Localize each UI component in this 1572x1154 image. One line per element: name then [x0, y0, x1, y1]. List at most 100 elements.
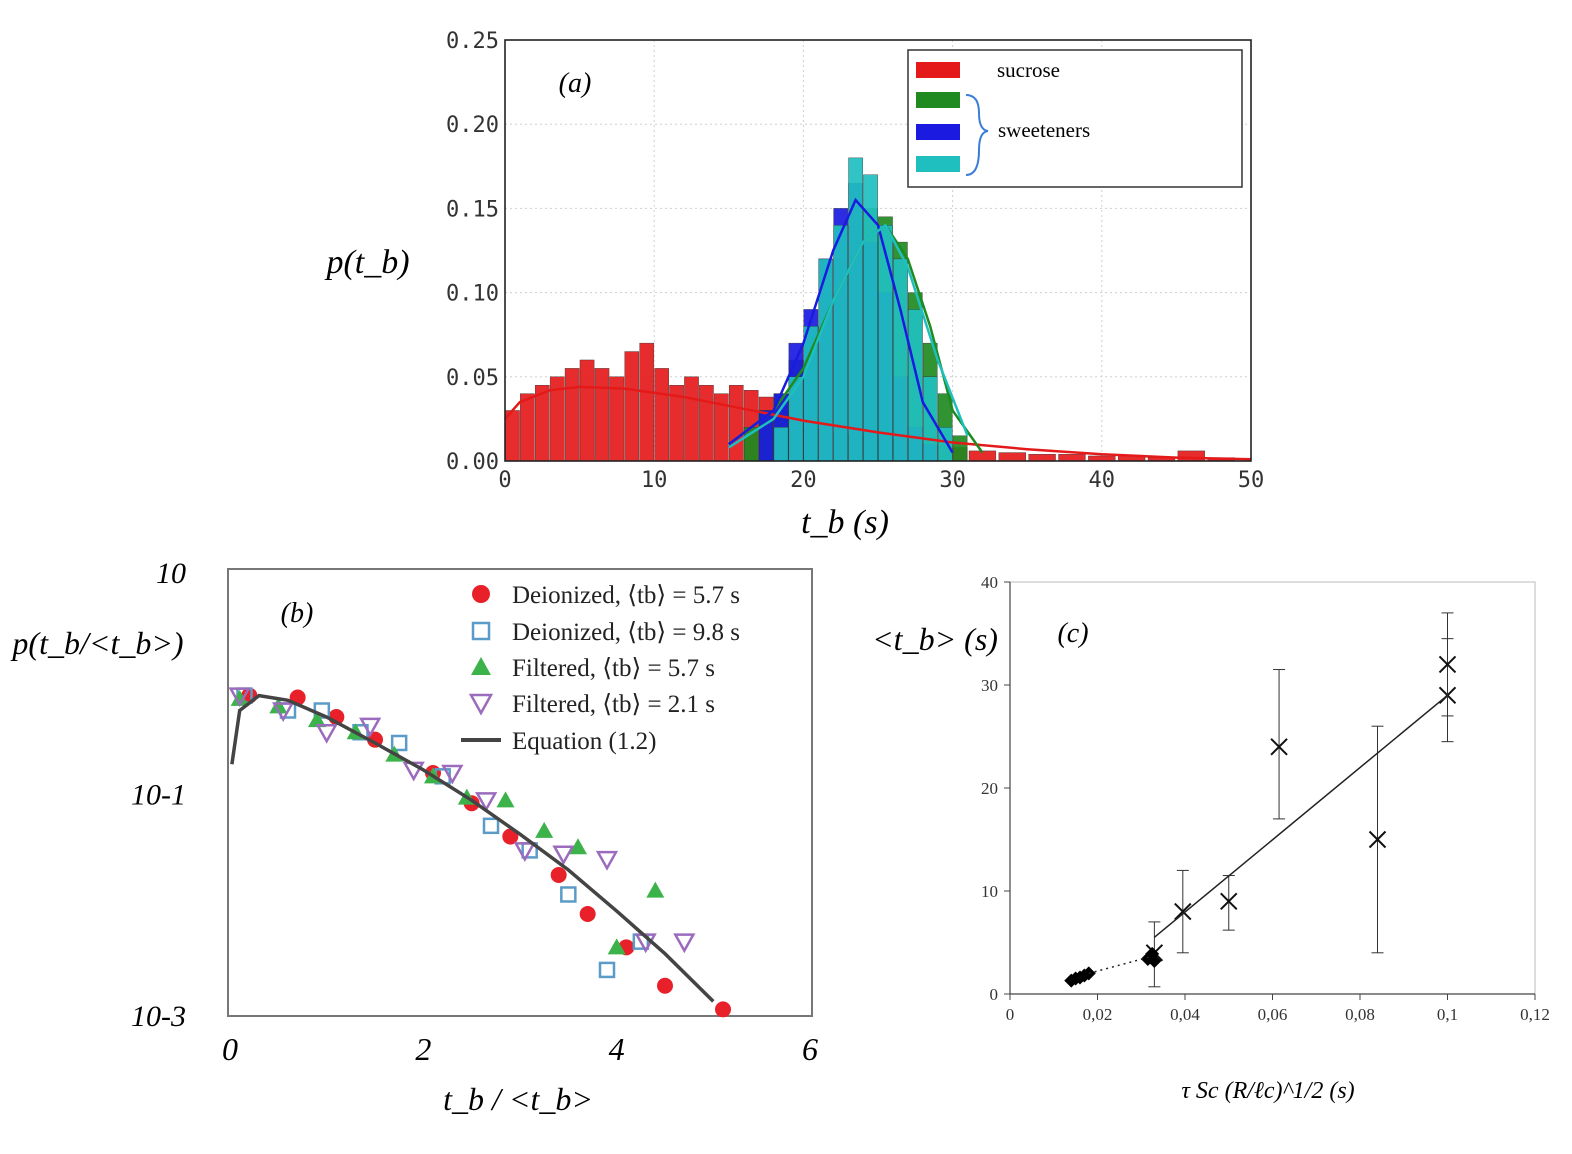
panel-c-point-cross: [1438, 655, 1457, 674]
panel-b-xtick: 0: [222, 1031, 238, 1067]
panel-a-bar-3: [773, 427, 789, 462]
panel-b-point-filtered-2-1: [673, 933, 696, 954]
panel-b-point-deionized-9-8: [390, 734, 408, 752]
panel-b-point-filtered-2-1: [595, 850, 619, 871]
panel-c-point-cross: [1368, 830, 1387, 849]
panel-c-xtick: 0,12: [1520, 1005, 1550, 1024]
panel-c-label: (c): [1057, 618, 1088, 649]
panel-c-ytick: 0: [990, 985, 999, 1004]
panel-a-ytick: 0.20: [446, 113, 499, 138]
panel-b-legend: Deionized, ⟨tb⟩ = 5.7 s Deionized, ⟨tb⟩ =…: [461, 582, 740, 755]
panel-c-ylabel: <t_b> (s): [872, 621, 998, 657]
panel-c-dotted-line: [1088, 956, 1151, 975]
panel-a-bar-0: [579, 359, 595, 462]
panel-a-bar-0: [998, 452, 1026, 462]
panel-c-xtick: 0,06: [1258, 1005, 1288, 1024]
legend-label-0: Deionized, ⟨tb⟩ = 5.7 s: [512, 582, 740, 609]
panel-a-bar-3: [878, 225, 893, 462]
panel-b-point-filtered-5-7: [535, 821, 554, 838]
panel-b-label: (b): [281, 598, 314, 629]
panel-b-point-deionized-5-7: [550, 866, 567, 883]
panel-c-xtick: 0,04: [1170, 1005, 1200, 1024]
panel-a-bar-0: [639, 342, 655, 462]
panel-a-ylabel: p(t_b): [324, 244, 409, 281]
panel-b-xtick: 2: [415, 1031, 431, 1067]
legend-marker-deionized-5-7: [472, 585, 490, 603]
panel-c-frame: [1009, 581, 1536, 995]
panel-a-bar-0: [728, 385, 744, 462]
panel-a-xtick: 0: [498, 468, 511, 493]
panel-a-label: (a): [559, 68, 592, 99]
legend-label-sweeteners: sweeteners: [998, 118, 1090, 142]
panel-c-xtick: 0,08: [1345, 1005, 1375, 1024]
panel-a-ytick: 0.10: [446, 282, 499, 307]
legend-box: [907, 49, 1243, 188]
legend-swatch-sweetener-2: [916, 124, 960, 140]
panel-b-point-filtered-2-1: [315, 723, 338, 744]
panel-a-xtick: 30: [939, 468, 966, 493]
panel-c-point-cross: [1270, 738, 1288, 756]
panel-b-ytick: 10: [156, 557, 186, 590]
panel-b-point-filtered-2-1: [441, 764, 464, 785]
panel-b-point-deionized-5-7: [502, 828, 519, 845]
panel-a-bar-0: [594, 368, 610, 462]
legend-marker-deionized-9-8: [471, 621, 491, 641]
panel-a-fit-2: [728, 197, 954, 454]
panel-a-bar-0: [535, 385, 550, 462]
panel-a-bar-0: [699, 385, 714, 462]
panel-b-xtick: 6: [802, 1031, 818, 1067]
legend-label-1: Deionized, ⟨tb⟩ = 9.8 s: [512, 619, 740, 646]
panel-a-bar-0: [624, 351, 640, 462]
panel-a-bar-0: [684, 376, 699, 462]
panel-b-ytick: 10-3: [131, 1000, 186, 1033]
panel-b-point-filtered-5-7: [230, 689, 249, 706]
legend-label-4: Equation (1.2): [512, 728, 656, 755]
panel-b-point-filtered-5-7: [607, 938, 626, 955]
legend-swatch-sucrose: [916, 62, 960, 78]
panel-a-bar-1: [952, 435, 968, 462]
panel-c-ytick: 10: [981, 882, 998, 901]
panel-c-xtick: 0,02: [1083, 1005, 1113, 1024]
panel-b: 0 2 4 6 10 10-1 10-3 (b) p(t_b/<t_b>) t_b / <t…: [10, 557, 818, 1117]
panel-b-point-filtered-2-1: [475, 792, 498, 812]
panel-c-point-diamond: [1147, 954, 1162, 969]
panel-b-point-filtered-2-1: [272, 702, 295, 723]
panel-b-ytick: 10-1: [131, 779, 186, 812]
panel-c-point-cross: [1174, 902, 1192, 921]
panel-b-point-filtered-5-7: [496, 791, 515, 808]
panel-b-point-deionized-9-8: [482, 817, 500, 835]
panel-b-point-filtered-2-1: [228, 687, 251, 708]
panel-a-bar-2: [758, 410, 774, 462]
panel-b-point-deionized-9-8: [560, 886, 577, 903]
panel-b-point-filtered-5-7: [269, 697, 288, 714]
panel-c-ytick: 30: [981, 676, 998, 695]
panel-a-xtick: 20: [790, 468, 817, 493]
panel-b-point-deionized-5-7: [715, 1001, 731, 1018]
panel-b-xtick: 4: [609, 1031, 625, 1067]
panel-c-point-cross: [1220, 892, 1238, 911]
panel-b-ylabel: p(t_b/<t_b>): [10, 625, 183, 661]
legend-label-sucrose: sucrose: [997, 58, 1060, 82]
panel-a-ytick: 0.25: [446, 29, 499, 54]
panel-a-bar-3: [848, 157, 863, 462]
panel-a-fit-0: [504, 385, 1252, 461]
panel-b-point-filtered-5-7: [646, 881, 665, 898]
panel-b-point-filtered-5-7: [308, 711, 326, 728]
panel-a-frame: [504, 39, 1252, 462]
panel-a-xtick: 50: [1238, 468, 1265, 493]
panel-a-legend: sucrose sweeteners: [907, 49, 1243, 188]
panel-b-point-filtered-2-1: [513, 842, 536, 862]
panel-a-bar-0: [1028, 454, 1056, 462]
panel-c: 0 0,02 0,04 0,06 0,08 0,1 0,12 0 10 20 30 40 (c) <t…: [872, 573, 1550, 1104]
panel-b-point-filtered-5-7: [569, 838, 587, 855]
legend-label-3: Filtered, ⟨tb⟩ = 2.1 s: [512, 691, 715, 718]
panel-c-xtick: 0,1: [1437, 1005, 1458, 1024]
panel-a-bar-0: [520, 393, 535, 462]
legend-marker-filtered-2-1: [468, 693, 494, 716]
legend-label-2: Filtered, ⟨tb⟩ = 5.7 s: [512, 655, 715, 682]
panel-a-ytick: 0.05: [446, 366, 499, 391]
panel-a-bar-0: [654, 368, 669, 462]
panel-a-ytick: 0.15: [446, 197, 499, 222]
panel-b-point-deionized-5-7: [657, 977, 673, 994]
